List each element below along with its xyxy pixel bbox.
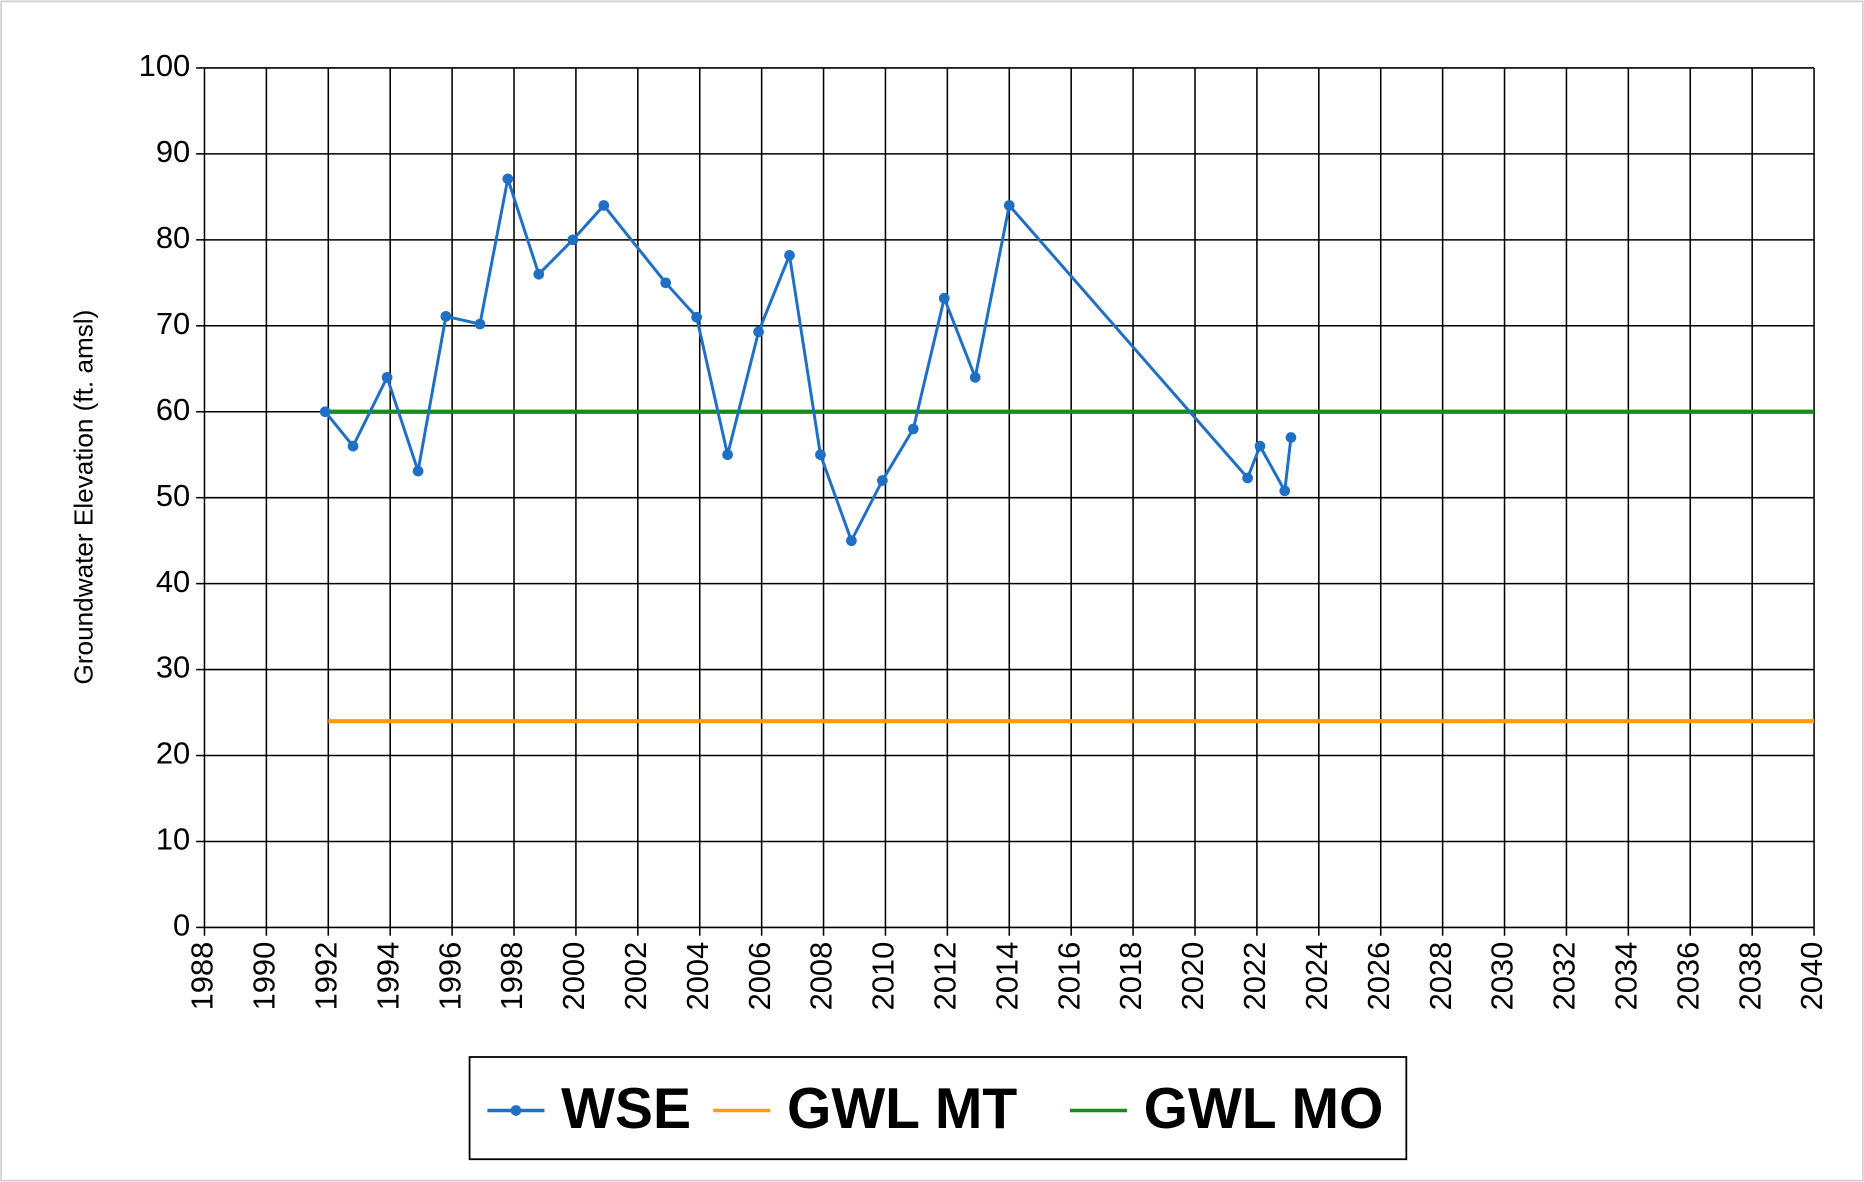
data-point <box>347 440 359 452</box>
x-tick-label: 2002 <box>618 942 653 1011</box>
x-tick-label: 2014 <box>989 942 1024 1011</box>
data-point <box>1279 485 1291 497</box>
legend-label: GWL MT <box>787 1077 1017 1141</box>
legend-marker <box>510 1105 522 1116</box>
x-tick-label: 2040 <box>1794 942 1829 1011</box>
x-tick-label: 1988 <box>185 942 220 1011</box>
x-tick-label: 2006 <box>742 942 777 1011</box>
y-tick-label: 70 <box>156 306 190 341</box>
x-tick-label: 1994 <box>370 942 405 1011</box>
legend-label: GWL MO <box>1144 1077 1384 1141</box>
y-tick-label: 100 <box>139 48 191 83</box>
x-tick-label: 2032 <box>1547 942 1582 1011</box>
legend-box <box>468 1056 1408 1161</box>
data-point <box>412 465 424 477</box>
data-point <box>1254 440 1266 452</box>
data-point <box>969 372 981 383</box>
data-point <box>815 449 826 461</box>
y-tick-label: 10 <box>156 822 190 857</box>
x-tick-label: 2008 <box>804 942 839 1011</box>
x-tick-label: 2004 <box>680 942 715 1011</box>
y-tick-label: 80 <box>156 220 190 255</box>
data-point <box>907 423 919 435</box>
data-point <box>784 249 795 261</box>
data-point <box>877 475 888 486</box>
data-point <box>474 318 486 330</box>
y-axis-title: Groundwater Elevation (ft. amsl) <box>68 310 98 685</box>
data-point <box>938 292 950 304</box>
x-tick-label: 2026 <box>1361 942 1396 1011</box>
data-point <box>753 326 764 338</box>
data-point <box>567 234 579 246</box>
data-point <box>502 173 514 185</box>
data-point <box>722 449 733 461</box>
x-tick-label: 2012 <box>928 942 963 1011</box>
y-tick-label: 0 <box>173 908 190 943</box>
x-tick-label: 2028 <box>1423 942 1458 1011</box>
x-tick-label: 2030 <box>1485 942 1520 1011</box>
x-tick-label: 2016 <box>1051 942 1086 1011</box>
legend-label: WSE <box>561 1077 691 1141</box>
x-tick-label: 2024 <box>1299 942 1334 1011</box>
x-tick-label: 2022 <box>1237 942 1272 1011</box>
x-tick-label: 2036 <box>1670 942 1705 1011</box>
y-tick-label: 30 <box>156 650 190 685</box>
y-tick-label: 20 <box>156 736 190 771</box>
series-line <box>324 178 1293 545</box>
data-point <box>1285 432 1297 443</box>
data-point <box>1242 472 1253 484</box>
x-tick-label: 1990 <box>247 942 282 1011</box>
x-tick-label: 2034 <box>1609 942 1644 1011</box>
x-tick-label: 2018 <box>1113 942 1148 1011</box>
x-tick-label: 1998 <box>494 942 529 1011</box>
data-point <box>691 311 702 323</box>
data-point <box>533 268 545 280</box>
data-point <box>319 406 331 418</box>
data-point <box>846 535 857 547</box>
x-tick-label: 2010 <box>866 942 901 1011</box>
y-tick-label: 40 <box>156 564 190 599</box>
data-point <box>660 277 672 289</box>
x-tick-label: 1992 <box>308 942 343 1011</box>
y-tick-label: 50 <box>156 478 190 513</box>
data-point <box>1003 200 1015 211</box>
x-tick-label: 2038 <box>1732 942 1767 1011</box>
y-tick-label: 60 <box>156 392 190 427</box>
x-tick-label: 1996 <box>432 942 467 1011</box>
x-tick-label: 2020 <box>1175 942 1210 1011</box>
data-point <box>381 372 393 383</box>
x-tick-label: 2000 <box>556 942 591 1011</box>
data-point <box>440 310 452 322</box>
y-tick-label: 90 <box>156 134 190 169</box>
data-point <box>598 200 610 211</box>
